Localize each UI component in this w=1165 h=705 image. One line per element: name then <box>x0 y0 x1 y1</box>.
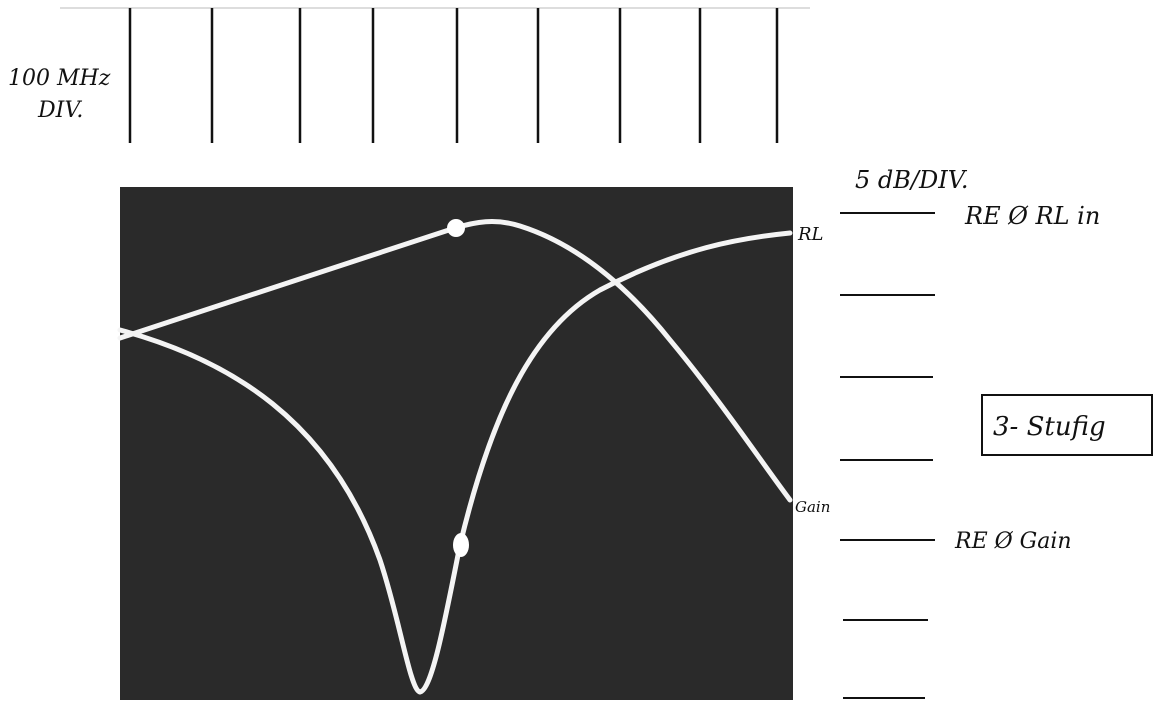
frequency-unit: DIV. <box>37 98 83 123</box>
trace-label: RL <box>797 224 824 245</box>
trace-label: Gain <box>795 498 830 516</box>
level-divisions <box>840 213 935 698</box>
marker <box>453 533 469 557</box>
reference-label: RE Ø Gain <box>954 529 1072 554</box>
note: 3- Stufig <box>993 412 1106 442</box>
page: 100 MHz DIV. RL Gain 5 dB/DIV. RE Ø RL i… <box>0 0 1165 705</box>
screen <box>120 187 793 700</box>
frequency-divisions <box>130 8 777 143</box>
reference-label: RE Ø RL in <box>964 202 1100 230</box>
frequency-scale: 100 MHz <box>8 66 111 91</box>
scan: 100 MHz DIV. RL Gain 5 dB/DIV. RE Ø RL i… <box>0 0 1165 701</box>
marker <box>447 219 465 237</box>
level-scale: 5 dB/DIV. <box>855 166 968 194</box>
